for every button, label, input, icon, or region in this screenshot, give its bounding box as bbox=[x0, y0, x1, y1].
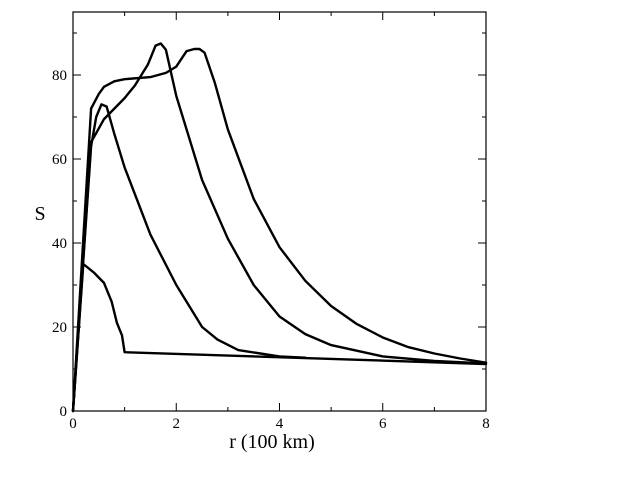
y-tick-label: 0 bbox=[60, 404, 68, 420]
y-tick-label: 20 bbox=[52, 320, 67, 336]
x-tick-label: 4 bbox=[276, 416, 284, 432]
series-line-1 bbox=[71, 262, 488, 413]
series-line-2 bbox=[71, 103, 307, 413]
y-tick-label: 80 bbox=[52, 68, 67, 84]
y-tick-label: 40 bbox=[52, 236, 67, 252]
y-axis-label: S bbox=[34, 203, 45, 225]
series-line-3 bbox=[71, 42, 488, 413]
series-lines bbox=[71, 42, 488, 413]
x-tick-label: 2 bbox=[173, 416, 181, 432]
x-tick-label: 6 bbox=[379, 416, 387, 432]
series-line-4 bbox=[71, 47, 488, 413]
x-tick-label: 8 bbox=[482, 416, 490, 432]
x-axis-label: r (100 km) bbox=[229, 431, 315, 453]
y-tick-label: 60 bbox=[52, 152, 67, 168]
x-tick-label: 0 bbox=[69, 416, 77, 432]
